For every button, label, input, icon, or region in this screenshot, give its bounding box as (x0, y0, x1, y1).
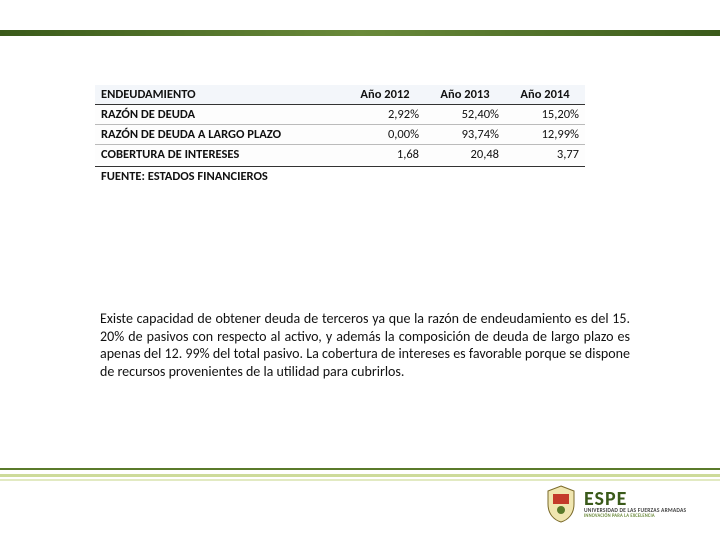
col-header-2012: Año 2012 (345, 85, 425, 105)
table-row: COBERTURA DE INTERESES 1,68 20,48 3,77 (95, 145, 585, 165)
slide: ENDEUDAMIENTO Año 2012 Año 2013 Año 2014… (0, 0, 720, 540)
cell-value: 0,00% (345, 125, 425, 145)
row-label: RAZÓN DE DEUDA A LARGO PLAZO (95, 125, 345, 145)
table-source: FUENTE: ESTADOS FINANCIEROS (95, 166, 585, 186)
debt-table: ENDEUDAMIENTO Año 2012 Año 2013 Año 2014… (95, 85, 585, 164)
logo-tagline: INNOVACIÓN PARA LA EXCELENCIA (584, 514, 686, 519)
cell-value: 52,40% (425, 105, 505, 125)
cell-value: 1,68 (345, 145, 425, 165)
cell-value: 3,77 (505, 145, 585, 165)
table-header-row: ENDEUDAMIENTO Año 2012 Año 2013 Año 2014 (95, 85, 585, 105)
logo-text-block: ESPE UNIVERSIDAD DE LAS FUERZAS ARMADAS … (584, 490, 686, 519)
cell-value: 2,92% (345, 105, 425, 125)
table-row: RAZÓN DE DEUDA A LARGO PLAZO 0,00% 93,74… (95, 125, 585, 145)
cell-value: 93,74% (425, 125, 505, 145)
cell-value: 20,48 (425, 145, 505, 165)
shield-icon (544, 484, 578, 524)
table-row: RAZÓN DE DEUDA 2,92% 52,40% 15,20% (95, 105, 585, 125)
cell-value: 12,99% (505, 125, 585, 145)
debt-table-region: ENDEUDAMIENTO Año 2012 Año 2013 Año 2014… (95, 85, 585, 186)
bottom-stripe (0, 474, 720, 477)
top-accent-bar (0, 30, 720, 36)
cell-value: 15,20% (505, 105, 585, 125)
logo-main-text: ESPE (584, 490, 686, 508)
col-header-2014: Año 2014 (505, 85, 585, 105)
row-label: COBERTURA DE INTERESES (95, 145, 345, 165)
col-header-2013: Año 2013 (425, 85, 505, 105)
col-header-metric: ENDEUDAMIENTO (95, 85, 345, 105)
espe-logo: ESPE UNIVERSIDAD DE LAS FUERZAS ARMADAS … (544, 480, 694, 528)
analysis-paragraph: Existe capacidad de obtener deuda de ter… (100, 310, 630, 380)
row-label: RAZÓN DE DEUDA (95, 105, 345, 125)
